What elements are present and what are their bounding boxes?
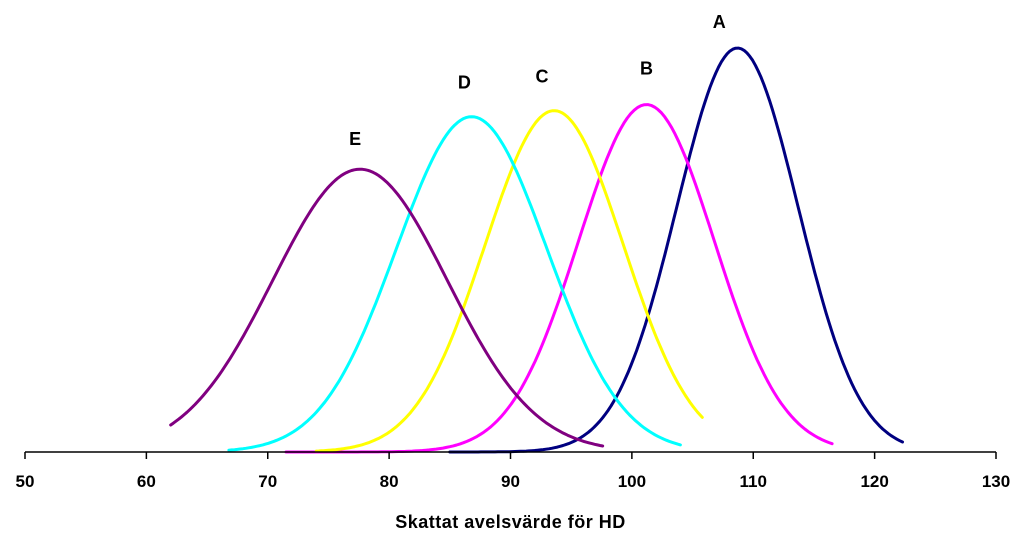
x-tick-label: 110 (740, 472, 767, 491)
series-line-e (169, 167, 605, 448)
series-label-e: E (349, 129, 361, 149)
x-tick-label: 50 (16, 472, 35, 491)
series-label-d: D (458, 72, 471, 92)
x-axis-ticks: 50 60 70 80 90 100 110 120 130 (16, 452, 1010, 491)
x-axis-title: Skattat avelsvärde för HD (395, 512, 626, 532)
x-tick-label: 60 (137, 472, 156, 491)
x-tick-label: 80 (380, 472, 399, 491)
series-line-a (448, 46, 904, 454)
series-line-c (314, 109, 704, 453)
x-tick-label: 100 (618, 472, 646, 491)
series-line-d (227, 115, 682, 452)
series-label-b: B (640, 58, 653, 78)
plot-area: A B C D E (169, 12, 904, 454)
series-label-a: A (713, 12, 726, 32)
x-tick-label: 130 (982, 472, 1010, 491)
series-label-c: C (536, 66, 549, 86)
x-tick-label: 120 (860, 472, 888, 491)
x-tick-label: 70 (258, 472, 277, 491)
x-tick-label: 90 (501, 472, 520, 491)
